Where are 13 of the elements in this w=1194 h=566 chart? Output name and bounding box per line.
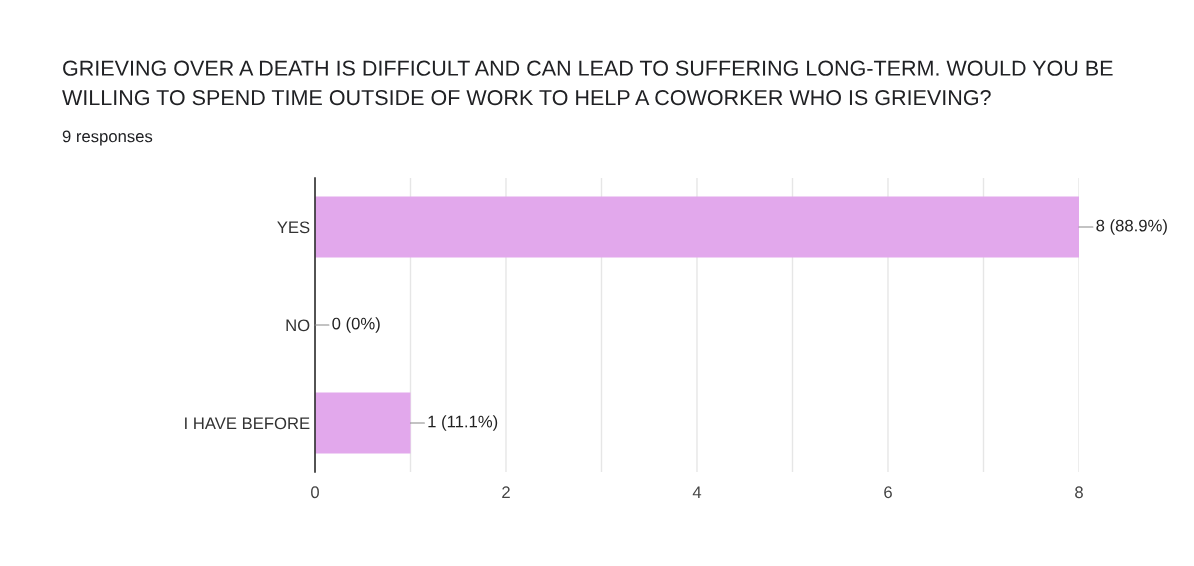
chart-title: GRIEVING OVER A DEATH IS DIFFICULT AND CAN LEAD TO SUFFERING LONG-TERM. WOULD YOU BE WILLING TO SPEND TIME OUTSIDE OF WORK TO HELP A COWORKER WHO IS GRIEVING? (62, 60, 1113, 106)
x-tick-label: 6 (884, 486, 892, 499)
x-tick-label: 4 (692, 486, 702, 498)
y-tick-label: YES (277, 221, 310, 234)
y-tick-label: NO (286, 319, 310, 332)
data-label: 1 (11.1%) (428, 415, 498, 431)
data-label: 8 (88.9%) (1096, 219, 1167, 235)
x-tick-label: 0 (311, 486, 319, 499)
x-tick-label: 8 (1075, 486, 1083, 499)
y-tick-label: I HAVE BEFORE (185, 417, 310, 430)
x-tick-label: 2 (502, 486, 510, 498)
text: 9 responses (62, 130, 153, 146)
data-label: 0 (0%) (332, 317, 380, 333)
